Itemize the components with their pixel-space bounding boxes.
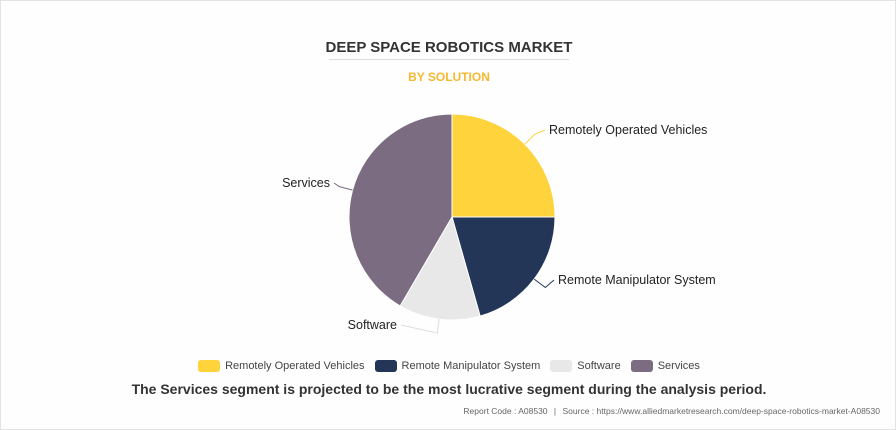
slice-label: Services <box>282 176 330 190</box>
footer: Report Code : A08530 | Source : https://… <box>463 406 880 416</box>
legend-swatch <box>374 360 397 372</box>
pie-slice[interactable] <box>399 215 481 321</box>
legend-item[interactable]: Services <box>630 360 700 372</box>
legend-label: Services <box>657 360 700 372</box>
legend-swatch <box>198 360 221 372</box>
source-link[interactable]: Source : https://www.alliedmarketresearc… <box>562 406 880 416</box>
pie-chart: Remotely Operated Vehicles Remote Manipul… <box>282 113 716 334</box>
legend-label: Remote Manipulator System <box>401 360 541 372</box>
legend-item[interactable]: Software <box>550 360 621 372</box>
legend-swatch <box>550 360 573 372</box>
legend-label: Software <box>577 360 621 372</box>
footer-separator: | <box>553 406 557 416</box>
title-divider <box>329 59 569 60</box>
leader-line <box>533 278 555 289</box>
chart-title: DEEP SPACE ROBOTICS MARKET <box>325 39 573 56</box>
legend-swatch <box>630 360 653 372</box>
legend-item[interactable]: Remotely Operated Vehicles <box>198 360 365 372</box>
chart-subtitle: BY SOLUTION <box>408 70 490 84</box>
pie-slice[interactable] <box>348 113 453 307</box>
slice-label: Remote Manipulator System <box>558 273 716 287</box>
caption: The Services segment is projected to be … <box>131 381 767 397</box>
legend-item[interactable]: Remote Manipulator System <box>374 360 541 372</box>
leader-line <box>524 129 546 145</box>
legend: Remotely Operated Vehicles Remote Manipul… <box>1 360 895 372</box>
slice-label: Software <box>348 318 397 332</box>
slice-label: Remotely Operated Vehicles <box>549 123 707 137</box>
leader-line <box>400 319 440 334</box>
report-code: Report Code : A08530 <box>463 406 548 416</box>
pie-slice[interactable] <box>451 113 556 218</box>
legend-label: Remotely Operated Vehicles <box>225 360 365 372</box>
leader-line <box>333 182 353 191</box>
